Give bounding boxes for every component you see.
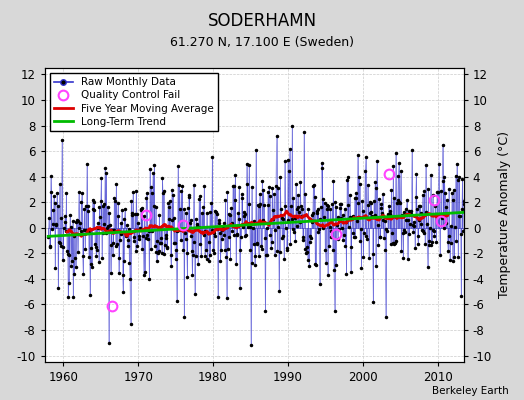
- Legend: Raw Monthly Data, Quality Control Fail, Five Year Moving Average, Long-Term Tren: Raw Monthly Data, Quality Control Fail, …: [50, 73, 218, 131]
- Text: Berkeley Earth: Berkeley Earth: [432, 386, 508, 396]
- Y-axis label: Temperature Anomaly (°C): Temperature Anomaly (°C): [498, 132, 510, 298]
- Text: SODERHAMN: SODERHAMN: [208, 12, 316, 30]
- Text: 61.270 N, 17.100 E (Sweden): 61.270 N, 17.100 E (Sweden): [170, 36, 354, 49]
